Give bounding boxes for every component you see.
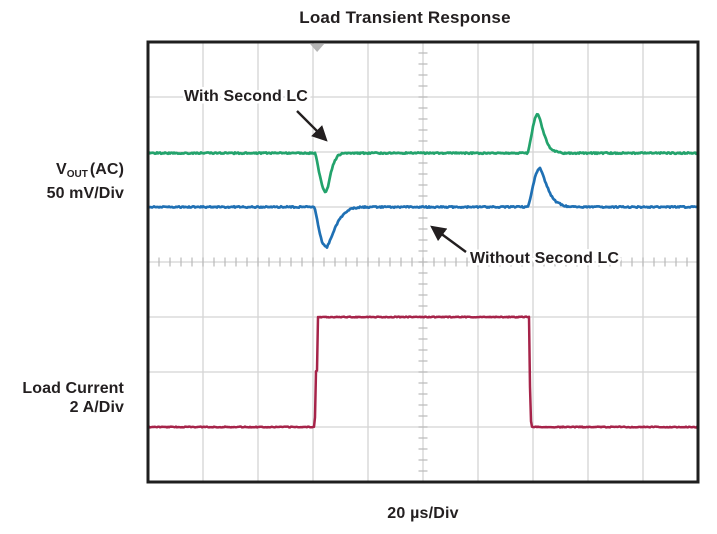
annotation-with-second-lc: With Second LC: [184, 88, 308, 105]
trigger-marker-icon: [310, 44, 325, 52]
annotation-arrow-with-second-lc: [296, 110, 328, 142]
trace-load-current: [146, 315, 700, 429]
chart-title: Load Transient Response: [299, 8, 511, 27]
traces: [146, 112, 700, 429]
trace-vout-without-second-lc: [146, 166, 700, 249]
time-axis-label: 20 µs/Div: [387, 505, 459, 522]
vout-axis-label-line1: VOUT (AC): [55, 161, 124, 180]
load-current-axis-label-line1: Load Current: [22, 380, 124, 397]
annotation-without-second-lc: Without Second LC: [470, 250, 619, 267]
plot-border: [146, 40, 700, 484]
annotation-arrow-without-second-lc: [430, 225, 467, 253]
vout-axis-label-line2: 50 mV/Div: [46, 185, 124, 202]
trace-vout-with-second-lc: [146, 112, 700, 194]
load-current-axis-label: Load Current 2 A/Div: [0, 379, 124, 417]
vout-axis-label: VOUT (AC) 50 mV/Div: [0, 160, 124, 203]
load-current-axis-label-line2: 2 A/Div: [69, 399, 124, 416]
